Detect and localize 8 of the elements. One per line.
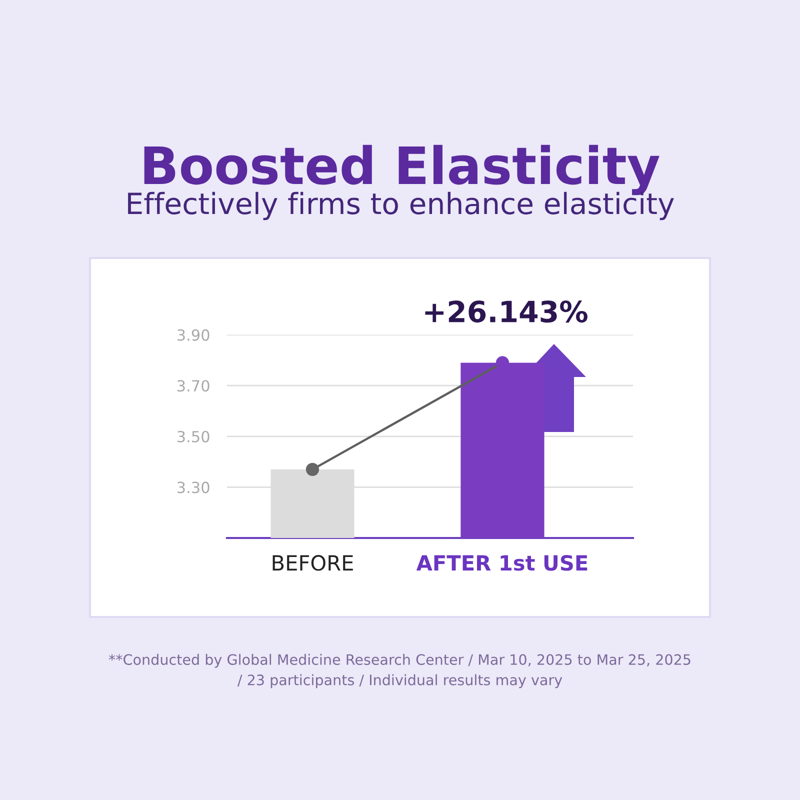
text: **Conducted by Global Medicine Research Center / Mar 10, 2025 to Mar 25, 2025 / 23 participants / Individual results may vary bbox=[108, 654, 690, 688]
annotation: +26.143% bbox=[425, 300, 588, 323]
x-tick-label: BEFORE bbox=[272, 555, 353, 571]
y-tick-label: 3.50 bbox=[177, 430, 210, 442]
y-tick-label: 3.70 bbox=[177, 380, 210, 392]
x-tick-label: AFTER 1st USE bbox=[416, 555, 588, 571]
y-tick-label: 3.90 bbox=[177, 329, 210, 341]
y-tick-label: 3.30 bbox=[177, 482, 210, 494]
